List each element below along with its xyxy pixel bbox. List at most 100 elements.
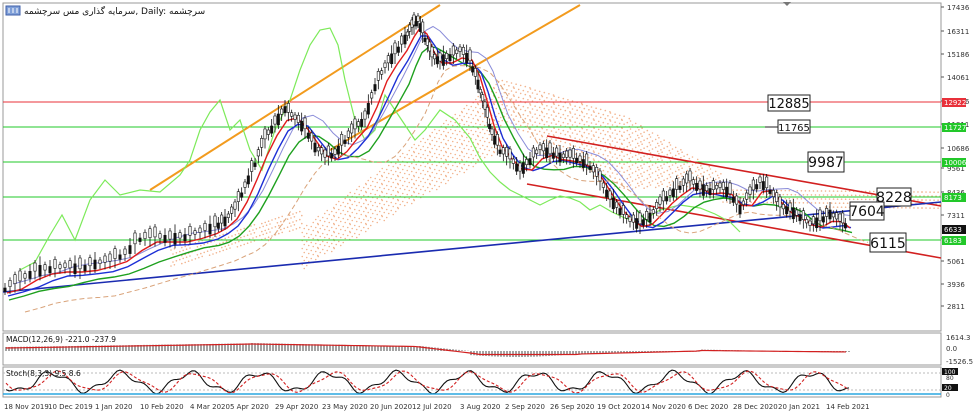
candle (366, 103, 370, 115)
candle (585, 153, 589, 166)
candle (528, 158, 532, 166)
level-price-tag: 12922 (944, 99, 966, 107)
annotation-9987[interactable]: 9987 (807, 151, 845, 173)
candle (691, 179, 695, 185)
candle (828, 209, 832, 220)
candle (715, 185, 719, 190)
time-tick-label: 14 Feb 2021 (826, 403, 870, 411)
candle (310, 132, 314, 142)
time-tick-label: 1 Jan 2020 (95, 403, 133, 411)
candle (468, 49, 472, 62)
candle (735, 195, 739, 205)
macd-axis: 1614.3 0.0 -1526.5 (946, 334, 973, 366)
candle (525, 159, 529, 166)
price-tick-label: 7311 (947, 212, 965, 220)
time-tick-label: 29 Apr 2020 (275, 403, 318, 411)
candle (473, 68, 477, 77)
annotation-12885[interactable]: 12885 (767, 94, 811, 112)
candle (370, 92, 374, 99)
candle (193, 230, 197, 235)
candle (695, 183, 699, 191)
candle (451, 45, 455, 56)
scroll-marker-icon[interactable] (783, 2, 791, 6)
rising-channel-upper[interactable] (149, 4, 441, 191)
candle (386, 55, 390, 64)
time-tick-label: 20 Jan 2021 (778, 403, 820, 411)
annotation-8228[interactable]: 8228 (876, 187, 912, 207)
candle (558, 152, 562, 163)
candle (346, 130, 350, 138)
time-tick-label: 10 Feb 2020 (140, 403, 184, 411)
candle (511, 158, 515, 164)
candle (568, 149, 572, 158)
candle (363, 110, 367, 120)
candle (373, 84, 377, 92)
candle (13, 274, 17, 284)
candle (148, 228, 152, 238)
candle (213, 215, 217, 228)
support-trendline[interactable] (2, 201, 942, 293)
level-price-tag: 11727 (944, 124, 966, 132)
candle (216, 222, 220, 229)
price-tick-label: 15186 (947, 51, 970, 59)
candle (230, 206, 234, 214)
annotation-6115[interactable]: 6115 (869, 232, 907, 253)
time-tick-label: 2 Sep 2020 (505, 403, 545, 411)
candle (775, 192, 779, 202)
svg-text:9987: 9987 (808, 155, 844, 171)
candle (741, 200, 745, 205)
falling-channel-upper[interactable] (546, 135, 942, 207)
candle (266, 129, 270, 135)
senkou-dashed-line (24, 65, 869, 313)
time-tick-label: 5 Apr 2020 (230, 403, 269, 411)
candle (293, 114, 297, 120)
candle (396, 46, 400, 53)
candle (581, 159, 585, 168)
time-tick-label: 14 Nov 2020 (641, 403, 686, 411)
candle (601, 182, 605, 188)
annotation-7604[interactable]: 7604 (849, 201, 885, 221)
candle (635, 218, 639, 229)
time-tick-label: 12 Jul 2020 (412, 403, 452, 411)
candle (63, 262, 67, 268)
candle (771, 190, 775, 197)
candle (433, 54, 437, 60)
candle (33, 262, 37, 272)
price-candles[interactable] (3, 12, 847, 295)
candle (478, 89, 482, 94)
candle (3, 287, 7, 292)
chart-type-icon[interactable] (5, 5, 21, 16)
candle (578, 155, 582, 162)
candle (455, 49, 459, 54)
candle (445, 53, 449, 60)
candle (705, 185, 709, 192)
candle (761, 181, 765, 190)
candle (785, 206, 789, 215)
ma-mid-line (7, 35, 852, 297)
candle (815, 217, 819, 229)
candle (701, 184, 705, 196)
candle (243, 181, 247, 188)
price-tick-label: 9561 (947, 165, 965, 173)
macd-label: MACD(12,26,9) -221.0 -237.9 (6, 335, 116, 344)
candle (638, 212, 642, 225)
candle (548, 142, 552, 155)
rising-channel-lower[interactable] (329, 4, 581, 151)
candle (538, 144, 542, 150)
candle (611, 197, 615, 210)
candle (685, 173, 689, 184)
candle (765, 176, 769, 189)
svg-text:100: 100 (944, 369, 956, 376)
candle (841, 212, 845, 224)
candle (801, 210, 805, 220)
candle (435, 56, 439, 65)
annotation-11765[interactable]: 11765 (765, 119, 811, 134)
candle (755, 184, 759, 190)
price-tick-label: 5061 (947, 258, 965, 266)
candle (43, 264, 47, 271)
kijun-line (12, 25, 857, 285)
candle (306, 132, 310, 139)
candle (73, 263, 77, 275)
